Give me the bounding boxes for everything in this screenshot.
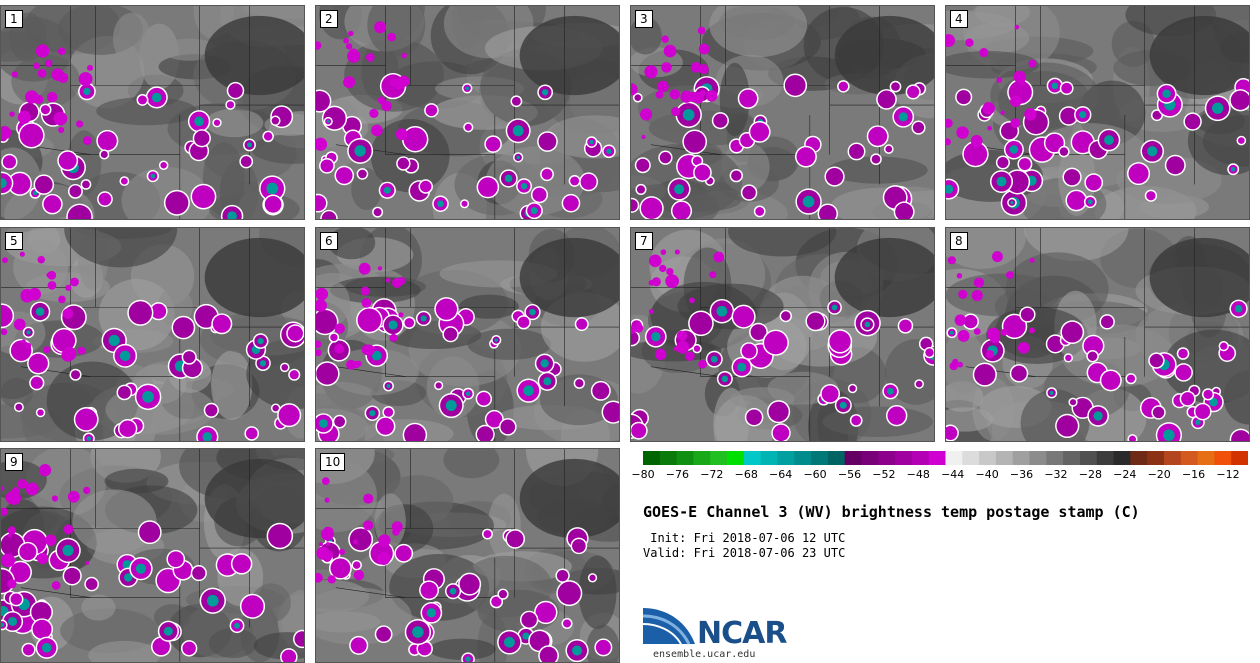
colorbar-swatch bbox=[1096, 451, 1115, 465]
colorbar-swatch bbox=[861, 451, 879, 465]
colorbar-swatch bbox=[878, 451, 896, 465]
brightness-temp-map bbox=[316, 228, 619, 441]
postage-stamp-panel-4: 4 bbox=[945, 5, 1250, 220]
panel-number: 4 bbox=[950, 10, 968, 28]
colorbar-swatch bbox=[1063, 451, 1081, 465]
colorbar-tick-label: −56 bbox=[837, 468, 862, 481]
brightness-temp-map bbox=[631, 6, 934, 219]
brightness-temp-map bbox=[316, 449, 619, 662]
panel-number: 10 bbox=[320, 453, 346, 471]
postage-stamp-panel-9: 9 bbox=[0, 448, 305, 663]
colorbar-swatch bbox=[1214, 451, 1232, 465]
colorbar-swatch bbox=[1180, 451, 1199, 465]
brightness-temp-map bbox=[631, 228, 934, 441]
postage-stamp-panel-6: 6 bbox=[315, 227, 620, 442]
site-url: ensemble.ucar.edu bbox=[653, 649, 756, 660]
postage-stamp-panel-10: 10 bbox=[315, 448, 620, 663]
colorbar-swatch bbox=[1197, 451, 1215, 465]
figure-title: GOES-E Channel 3 (WV) brightness temp po… bbox=[643, 503, 1140, 521]
colorbar-swatch bbox=[643, 451, 661, 465]
colorbar-tick-labels: −80 −76 −72 −68 −64 −60 −56 −52 −48 −44 −40 −36 −32−… bbox=[631, 468, 1248, 484]
colorbar-swatch bbox=[895, 451, 913, 465]
colorbar-swatch bbox=[1113, 451, 1131, 465]
colorbar-tick-label: −44 bbox=[941, 468, 965, 481]
colorbar-swatch bbox=[844, 451, 862, 465]
brightness-temp-map bbox=[946, 6, 1249, 219]
postage-stamp-panel-5: 5 bbox=[0, 227, 305, 442]
colorbar-tick-label: −20 bbox=[1147, 468, 1171, 481]
colorbar-swatch bbox=[945, 451, 963, 465]
colorbar-swatch bbox=[1012, 451, 1031, 465]
brightness-temp-map bbox=[316, 6, 619, 219]
colorbar-swatch bbox=[1163, 451, 1182, 465]
colorbar-swatch bbox=[962, 451, 980, 465]
colorbar-tick-label: −36 bbox=[1009, 468, 1034, 481]
colorbar-tick-label: −32 bbox=[1044, 468, 1068, 481]
colorbar-tick-label: −12 bbox=[1216, 468, 1240, 481]
colorbar-tick-label: −68 bbox=[734, 468, 758, 481]
ncar-logo-icon bbox=[643, 608, 695, 645]
ncar-logo-text: NCAR bbox=[697, 616, 787, 651]
postage-stamp-panel-7: 7 bbox=[630, 227, 935, 442]
colorbar-swatch bbox=[743, 451, 762, 465]
colorbar-swatch bbox=[1046, 451, 1064, 465]
panel-number: 7 bbox=[635, 232, 653, 250]
colorbar-swatch bbox=[928, 451, 946, 465]
colorbar-swatch bbox=[1147, 451, 1165, 465]
colorbar-swatch bbox=[1130, 451, 1148, 465]
colorbar-tick-label: −80 bbox=[631, 468, 655, 481]
colorbar-tick-label: −28 bbox=[1078, 468, 1102, 481]
temperature-colorbar bbox=[643, 451, 1248, 465]
colorbar-swatch bbox=[777, 451, 795, 465]
panel-number: 2 bbox=[320, 10, 338, 28]
postage-stamp-panel-1: 1 bbox=[0, 5, 305, 220]
colorbar-tick-label: −40 bbox=[975, 468, 999, 481]
colorbar-swatch bbox=[995, 451, 1014, 465]
colorbar-tick-label: −72 bbox=[700, 468, 724, 481]
colorbar-tick-label: −52 bbox=[872, 468, 896, 481]
panel-number: 8 bbox=[950, 232, 968, 250]
colorbar-swatch bbox=[1029, 451, 1047, 465]
colorbar-tick-label: −64 bbox=[769, 468, 793, 481]
colorbar-swatch bbox=[1231, 451, 1248, 465]
panel-number: 1 bbox=[5, 10, 23, 28]
valid-time: Valid: Fri 2018-07-06 23 UTC bbox=[643, 546, 846, 560]
postage-stamp-panel-2: 2 bbox=[315, 5, 620, 220]
colorbar-swatch bbox=[811, 451, 829, 465]
colorbar-tick-label: −16 bbox=[1181, 468, 1206, 481]
brightness-temp-map bbox=[946, 228, 1249, 441]
panel-number: 3 bbox=[635, 10, 653, 28]
colorbar-swatch bbox=[693, 451, 711, 465]
panel-number: 6 bbox=[320, 232, 338, 250]
brightness-temp-map bbox=[1, 6, 304, 219]
colorbar-swatch bbox=[710, 451, 728, 465]
colorbar-swatch bbox=[1079, 451, 1098, 465]
colorbar-swatch bbox=[676, 451, 694, 465]
colorbar-swatch bbox=[727, 451, 745, 465]
colorbar-tick-label: −48 bbox=[906, 468, 930, 481]
postage-stamp-panel-3: 3 bbox=[630, 5, 935, 220]
panel-number: 9 bbox=[5, 453, 23, 471]
panel-number: 5 bbox=[5, 232, 23, 250]
postage-stamp-panel-8: 8 bbox=[945, 227, 1250, 442]
colorbar-tick-label: −24 bbox=[1113, 468, 1137, 481]
colorbar-swatch bbox=[659, 451, 678, 465]
brightness-temp-map bbox=[1, 449, 304, 662]
colorbar-tick-label: −76 bbox=[665, 468, 690, 481]
colorbar-swatch bbox=[911, 451, 930, 465]
colorbar-tick-label: −60 bbox=[803, 468, 827, 481]
colorbar-swatch bbox=[794, 451, 812, 465]
colorbar-swatch bbox=[827, 451, 846, 465]
brightness-temp-map bbox=[1, 228, 304, 441]
colorbar-swatch bbox=[979, 451, 997, 465]
init-time: Init: Fri 2018-07-06 12 UTC bbox=[643, 531, 846, 545]
colorbar-swatch bbox=[760, 451, 778, 465]
